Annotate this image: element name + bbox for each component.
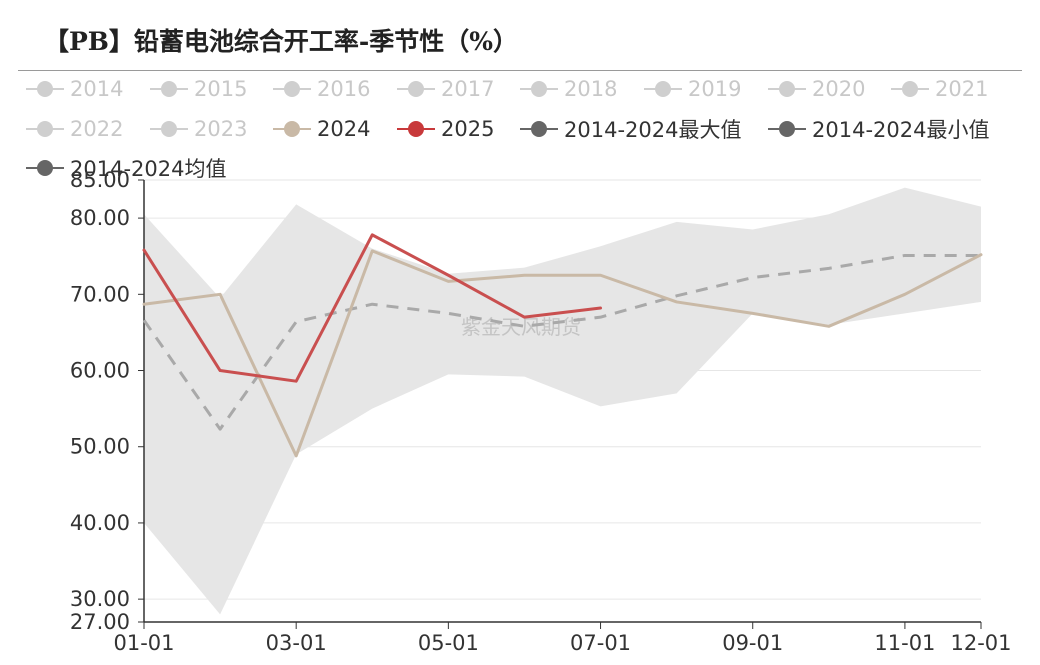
y-tick-label: 40.00	[70, 511, 130, 535]
legend-label: 2014	[70, 77, 124, 101]
legend-marker-icon	[520, 77, 558, 101]
legend-label: 2022	[70, 117, 124, 141]
legend-label: 2015	[194, 77, 248, 101]
legend-item-2023[interactable]: 2023	[150, 114, 247, 144]
legend-marker-icon	[26, 156, 64, 180]
x-tick-label: 03-01	[266, 631, 327, 655]
legend-item-2018[interactable]: 2018	[520, 74, 617, 104]
chart-title: 【PB】铅蓄电池综合开工率-季节性（%）	[44, 27, 519, 56]
legend-label: 2017	[441, 77, 495, 101]
legend-marker-icon	[26, 77, 64, 101]
y-tick-label: 60.00	[70, 359, 130, 383]
legend-marker-icon	[273, 117, 311, 141]
legend-item-2014-2024最大值[interactable]: 2014-2024最大值	[520, 114, 741, 144]
y-tick-label: 85.00	[70, 168, 130, 192]
y-tick-label: 80.00	[70, 206, 130, 230]
x-tick-label: 09-01	[722, 631, 783, 655]
series-line-2025	[142, 233, 603, 383]
legend-label: 2014-2024均值	[70, 157, 227, 181]
legend-marker-icon	[26, 117, 64, 141]
legend-item-2022[interactable]: 2022	[26, 114, 123, 144]
legend-marker-icon	[520, 117, 558, 141]
legend-marker-icon	[397, 77, 435, 101]
x-tick-label: 12-01	[950, 631, 1011, 655]
max-min-band	[144, 187, 981, 615]
legend-item-2025[interactable]: 2025	[397, 114, 494, 144]
legend-label: 2024	[317, 117, 371, 141]
x-tick-label: 07-01	[570, 631, 631, 655]
legend-label: 2014-2024最小值	[812, 118, 990, 142]
y-tick-label: 50.00	[70, 435, 130, 459]
series-line-2024	[142, 249, 983, 458]
legend-marker-icon	[150, 117, 188, 141]
chart-legend: 2014 2015 2016 2017 2018 2019 2020 2021 2022 2023…	[0, 0, 1040, 190]
legend-item-2017[interactable]: 2017	[397, 74, 494, 104]
legend-label: 2016	[317, 77, 371, 101]
legend-marker-icon	[150, 77, 188, 101]
legend-item-2014-2024均值[interactable]: 2014-2024均值	[26, 153, 226, 183]
legend-marker-icon	[768, 117, 806, 141]
legend-label: 2023	[194, 117, 248, 141]
legend-marker-icon	[273, 77, 311, 101]
legend-label: 2018	[564, 77, 618, 101]
legend-item-2016[interactable]: 2016	[273, 74, 370, 104]
y-tick-label: 27.00	[70, 610, 130, 634]
legend-item-2015[interactable]: 2015	[150, 74, 247, 104]
legend-item-2014[interactable]: 2014	[26, 74, 123, 104]
legend-item-2024[interactable]: 2024	[273, 114, 370, 144]
legend-label: 2025	[441, 117, 495, 141]
legend-marker-icon	[644, 77, 682, 101]
legend-item-2021[interactable]: 2021	[891, 74, 988, 104]
legend-label: 2014-2024最大值	[564, 118, 742, 142]
legend-marker-icon	[768, 77, 806, 101]
y-tick-label: 70.00	[70, 282, 130, 306]
series-line-2014-2024均值	[142, 253, 981, 431]
legend-item-2014-2024最小值[interactable]: 2014-2024最小值	[768, 114, 989, 144]
y-tick-label: 30.00	[70, 587, 130, 611]
legend-item-2019[interactable]: 2019	[644, 74, 741, 104]
x-tick-label: 01-01	[113, 631, 174, 655]
legend-label: 2021	[935, 77, 989, 101]
title-divider	[18, 70, 1022, 71]
x-tick-label: 05-01	[418, 631, 479, 655]
x-tick-label: 11-01	[874, 631, 935, 655]
legend-item-2020[interactable]: 2020	[768, 74, 865, 104]
legend-marker-icon	[891, 77, 929, 101]
legend-label: 2019	[688, 77, 742, 101]
legend-marker-icon	[397, 117, 435, 141]
legend-label: 2020	[812, 77, 866, 101]
